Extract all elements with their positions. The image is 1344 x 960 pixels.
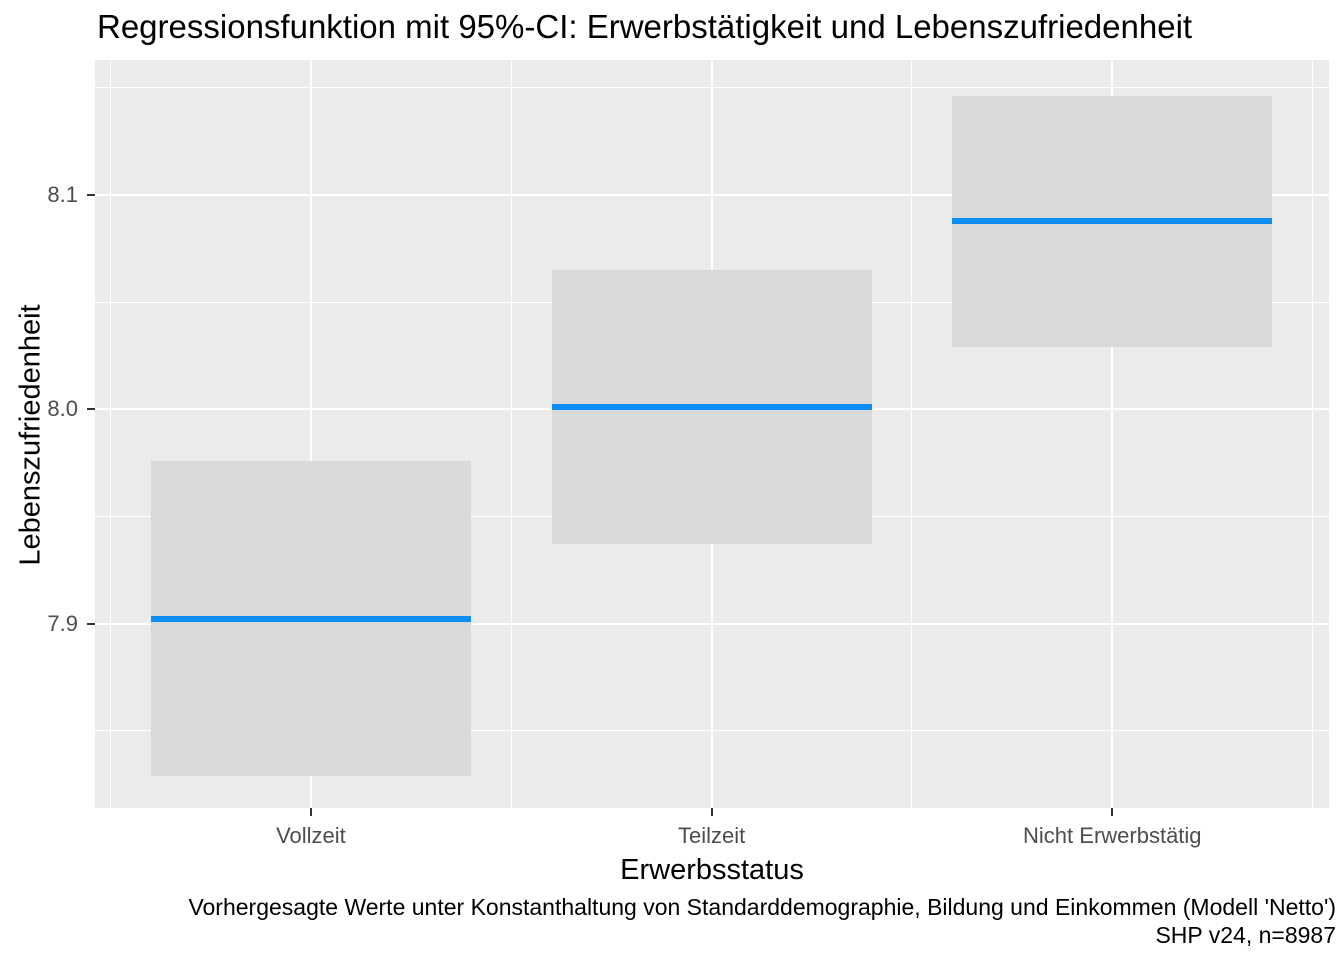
- gridline-minor-vertical: [1312, 60, 1314, 808]
- x-axis-title: Erwerbsstatus: [620, 854, 804, 886]
- chart-title: Regressionsfunktion mit 95%-CI: Erwerbst…: [97, 8, 1193, 45]
- y-tick-mark: [87, 194, 95, 197]
- caption-line-2: SHP v24, n=8987: [1155, 922, 1336, 948]
- estimate-line: [150, 616, 471, 623]
- y-tick-mark: [87, 622, 95, 625]
- estimate-line: [551, 404, 872, 411]
- gridline-minor-vertical: [911, 60, 913, 808]
- x-tick-mark: [1111, 808, 1114, 816]
- x-tick-mark: [309, 808, 312, 816]
- y-tick-mark: [87, 408, 95, 411]
- x-tick-label: Teilzeit: [678, 823, 746, 848]
- y-tick-label: 7.9: [47, 610, 78, 636]
- caption-line-1: Vorhergesagte Werte unter Konstanthaltun…: [188, 894, 1336, 920]
- gridline-minor-vertical: [510, 60, 512, 808]
- gridline-minor-vertical: [110, 60, 112, 808]
- estimate-line: [952, 217, 1273, 224]
- plot-panel: [95, 60, 1329, 808]
- x-tick-label: Nicht Erwerbstätig: [1023, 823, 1202, 848]
- gridline-major-vertical: [309, 60, 312, 808]
- x-tick-mark: [710, 808, 713, 816]
- caption: Vorhergesagte Werte unter Konstanthaltun…: [188, 893, 1336, 949]
- y-tick-label: 8.0: [47, 396, 78, 422]
- y-tick-label: 8.1: [47, 182, 78, 208]
- y-axis-title: Lebenszufriedenheit: [14, 304, 47, 566]
- x-tick-label: Vollzeit: [276, 823, 346, 848]
- gridline-major-vertical: [1111, 60, 1114, 808]
